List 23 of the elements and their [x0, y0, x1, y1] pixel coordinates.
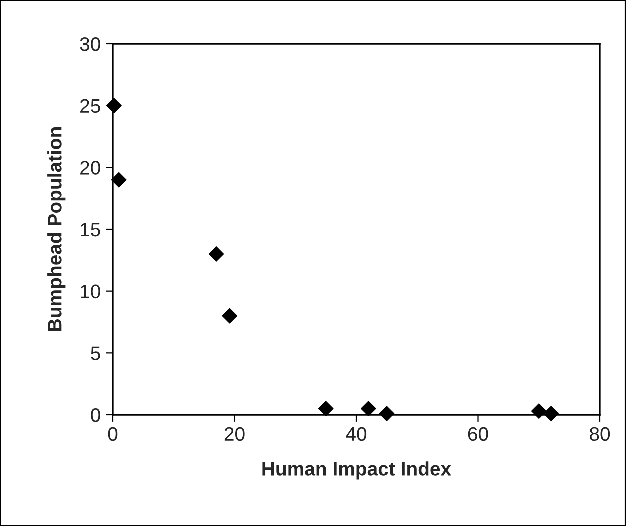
point [318, 401, 334, 417]
point [111, 172, 127, 188]
x-tick-label: 60 [468, 427, 488, 442]
point [222, 308, 238, 324]
y-tick-label: 20 [80, 161, 100, 175]
x-tick-label: 80 [590, 427, 610, 442]
y-tick-label: 10 [81, 284, 100, 299]
point [544, 406, 559, 422]
point [106, 98, 122, 114]
x-tick-label: 20 [224, 427, 245, 442]
point [379, 406, 395, 422]
point [360, 401, 376, 417]
point [531, 404, 547, 419]
y-tick-label: 15 [81, 223, 100, 237]
y-tick-label: 30 [80, 37, 100, 52]
y-tick-label: 25 [80, 99, 100, 114]
y-tick-label: 5 [91, 346, 100, 360]
x-tick-label: 40 [346, 427, 367, 442]
x-tick-label: 0 [108, 427, 118, 442]
y-tick-label: 0 [91, 408, 100, 422]
point [208, 246, 224, 262]
y-axis-title: Bumphead Population [48, 128, 66, 332]
x-axis-title: Human Impact Index [262, 462, 452, 480]
